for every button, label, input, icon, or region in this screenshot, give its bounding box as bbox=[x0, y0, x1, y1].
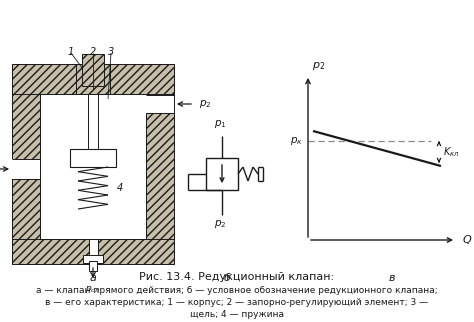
Bar bbox=[82, 54, 104, 86]
Text: $p_1$: $p_1$ bbox=[214, 118, 226, 130]
Bar bbox=[12, 159, 40, 179]
Text: б: б bbox=[224, 273, 230, 283]
Text: в — его характеристика; 1 — корпус; 2 — запорно-регулирующий элемент; 3 —: в — его характеристика; 1 — корпус; 2 — … bbox=[46, 298, 428, 307]
Text: 4: 4 bbox=[117, 183, 123, 193]
Text: 2: 2 bbox=[90, 47, 96, 57]
Bar bbox=[146, 64, 174, 264]
Bar bbox=[40, 94, 146, 239]
Text: в: в bbox=[389, 273, 395, 283]
Bar bbox=[12, 64, 40, 264]
Text: $p_2$: $p_2$ bbox=[199, 98, 211, 110]
Bar bbox=[70, 149, 116, 167]
Bar bbox=[83, 255, 103, 263]
Text: $Q$: $Q$ bbox=[462, 233, 472, 247]
Bar bbox=[206, 158, 238, 190]
Text: $p_2$: $p_2$ bbox=[214, 218, 226, 230]
Text: $p_2$: $p_2$ bbox=[312, 60, 325, 72]
Text: Рис. 13.4. Редукционный клапан:: Рис. 13.4. Редукционный клапан: bbox=[139, 272, 335, 282]
Text: $p_{сл}$: $p_{сл}$ bbox=[85, 284, 100, 295]
Text: а: а bbox=[90, 273, 96, 283]
Text: а — клапан прямого действия; б — условное обозначение редукционного клапана;: а — клапан прямого действия; б — условно… bbox=[36, 286, 438, 295]
Text: 1: 1 bbox=[68, 47, 74, 57]
Text: 3: 3 bbox=[108, 47, 114, 57]
Bar bbox=[12, 239, 174, 264]
Bar bbox=[146, 95, 174, 113]
Bar bbox=[89, 239, 98, 257]
Text: $p_к$: $p_к$ bbox=[290, 135, 303, 147]
Bar bbox=[88, 94, 98, 149]
Bar bbox=[76, 64, 110, 94]
Bar bbox=[89, 261, 97, 271]
Text: $K_{кл}$: $K_{кл}$ bbox=[443, 145, 460, 159]
Bar bbox=[12, 64, 174, 94]
Text: щель; 4 — пружина: щель; 4 — пружина bbox=[190, 310, 284, 319]
